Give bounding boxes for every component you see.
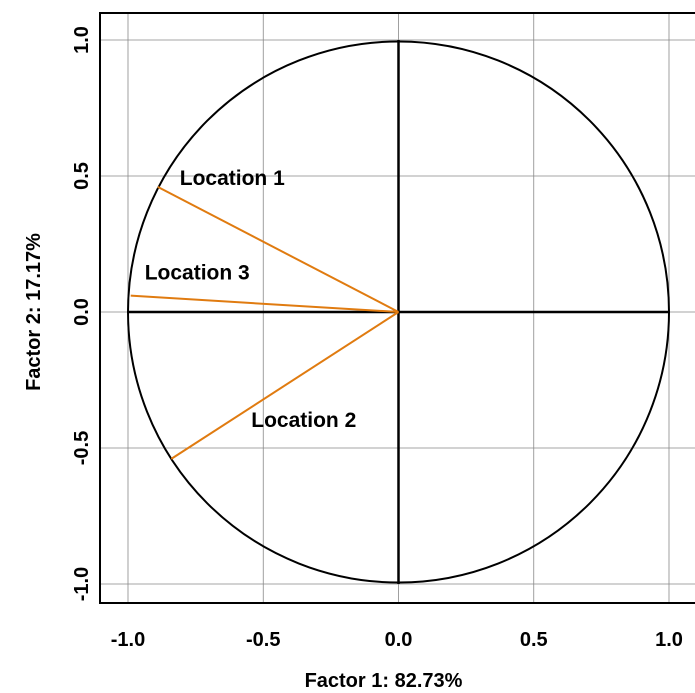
vectors: Location 1 Location 3 Location 2 — [130, 167, 400, 460]
y-tick-label: 0.5 — [71, 162, 93, 190]
vector-3 — [170, 311, 400, 460]
x-tick-labels: -1.0 -0.5 0.0 0.5 1.0 — [111, 629, 683, 651]
y-tick-label: 0.0 — [71, 298, 93, 326]
x-tick-label: 0.0 — [385, 629, 413, 651]
x-axis-title: Factor 1: 82.73% — [305, 670, 463, 692]
y-tick-label: -1.0 — [71, 567, 93, 601]
unit-circle — [127, 40, 670, 584]
y-axis-title: Factor 2: 17.17% — [23, 233, 45, 391]
vector-label-1: Location 1 — [180, 167, 285, 190]
vector-2 — [130, 294, 399, 313]
vector-1 — [157, 185, 399, 313]
x-tick-label: -0.5 — [246, 629, 280, 651]
x-tick-label: -1.0 — [111, 629, 145, 651]
plot-frame — [99, 12, 695, 604]
y-tick-label: -0.5 — [71, 431, 93, 465]
y-tick-labels: -1.0 -0.5 0.0 0.5 1.0 — [71, 26, 93, 601]
vector-label-3: Location 2 — [251, 409, 356, 432]
x-tick-label: 1.0 — [655, 629, 683, 651]
x-tick-label: 0.5 — [520, 629, 548, 651]
y-tick-label: 1.0 — [71, 26, 93, 54]
vector-label-2: Location 3 — [145, 262, 250, 285]
